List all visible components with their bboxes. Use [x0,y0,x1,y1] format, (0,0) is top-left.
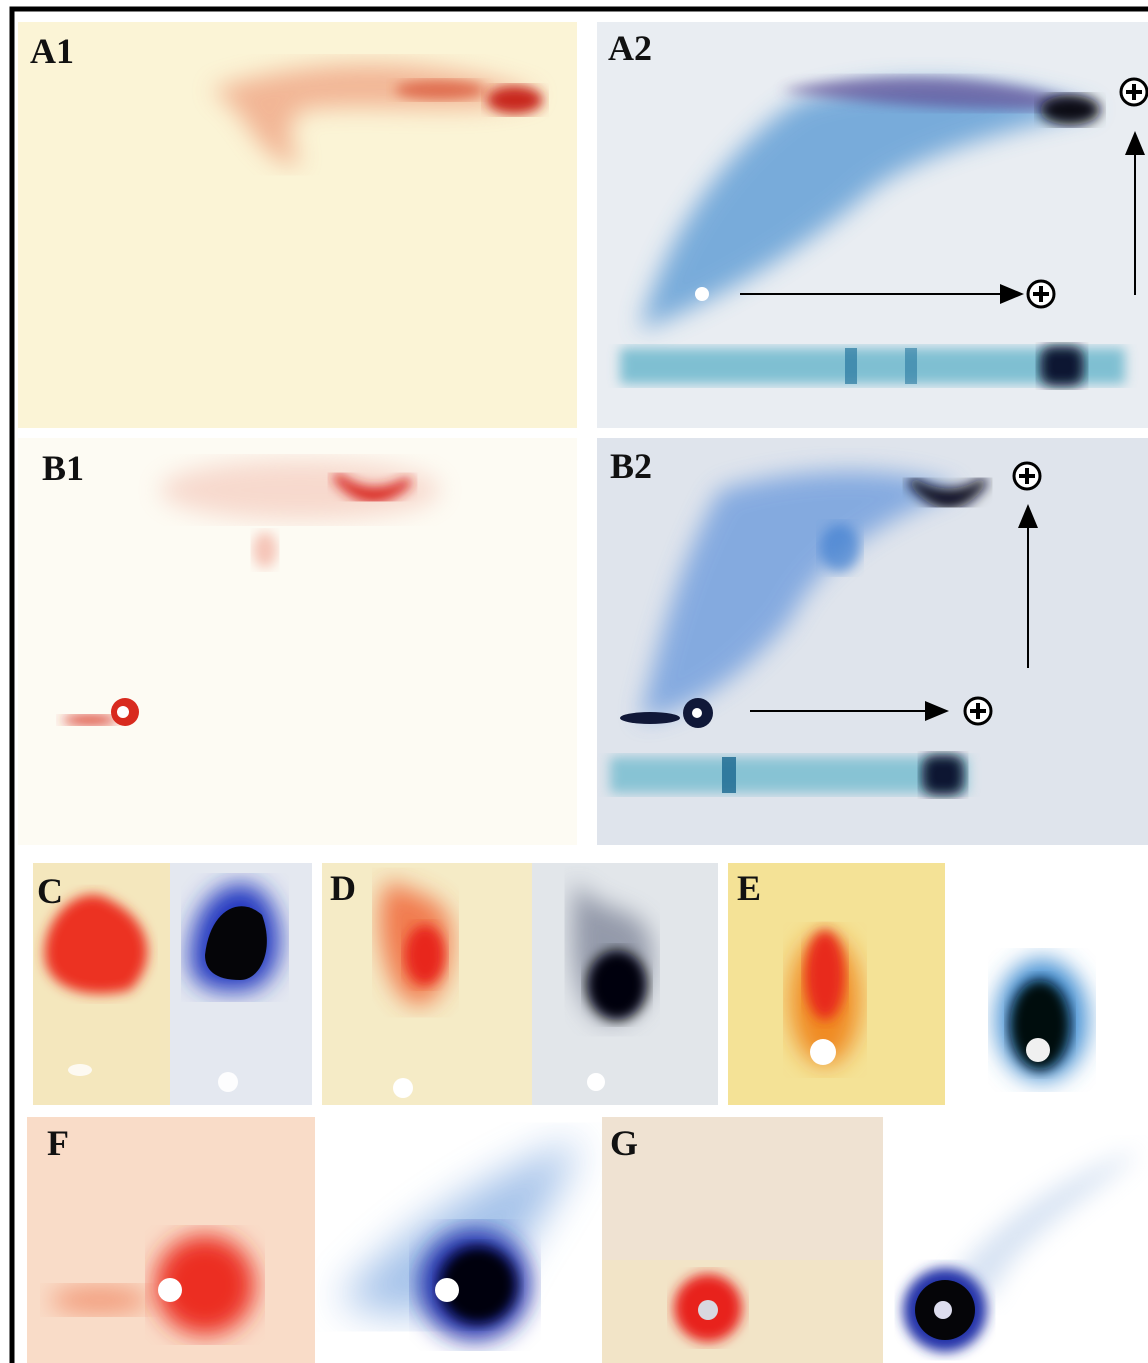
panel-label: A1 [30,31,74,71]
panel-g [602,1117,1140,1363]
panel-d [322,863,718,1105]
panel-label: B2 [610,446,652,486]
panel-b2 [597,438,1148,845]
panel-label: C [37,871,63,911]
panel-label: A2 [608,28,652,68]
panel-label: D [330,868,356,908]
panel-label: F [47,1123,69,1163]
panel-a1 [18,22,577,428]
panel-b1 [18,438,577,845]
panel-label: G [610,1123,638,1163]
panel-a2 [597,22,1148,428]
figure: A1 A2 B1 B2 C D E F G [0,0,1148,1363]
panel-label: B1 [42,448,84,488]
panel-label: E [737,868,761,908]
panel-c [33,863,312,1105]
panel-f [27,1117,580,1363]
panel-e [728,863,1087,1105]
